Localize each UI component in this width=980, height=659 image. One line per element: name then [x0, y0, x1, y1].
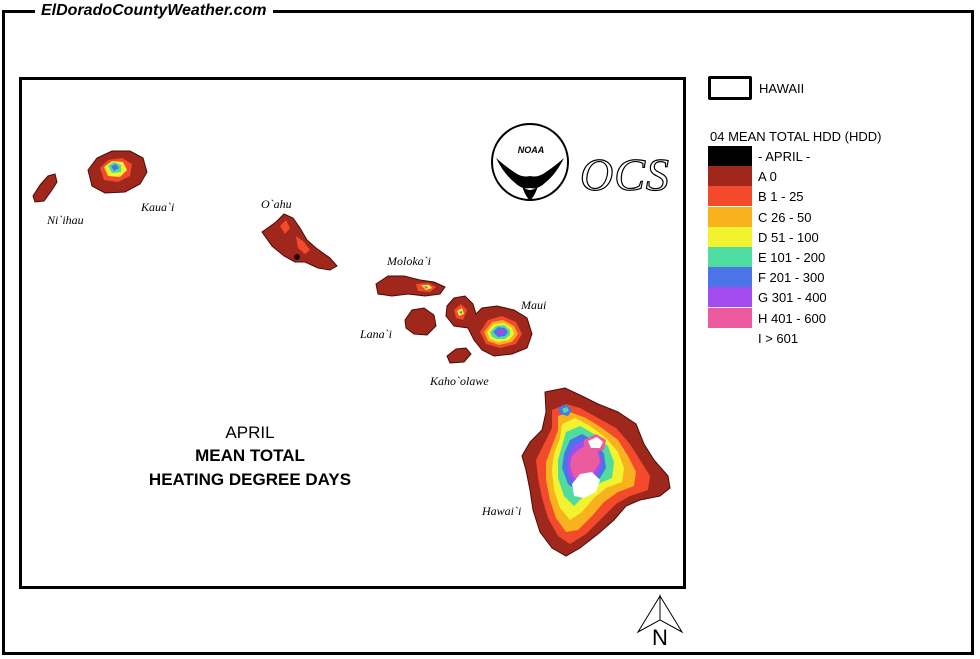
noaa-logo	[491, 123, 569, 201]
label-niihau: Ni`ihau	[47, 213, 84, 227]
island-kahoolawe	[446, 347, 472, 364]
legend-label: B 1 - 25	[758, 189, 804, 205]
legend-swatch	[708, 206, 752, 227]
legend-boundary-swatch	[708, 76, 752, 100]
label-lanai: Lana`i	[360, 327, 393, 341]
ocs-logo: OCS	[579, 149, 670, 200]
outer-frame	[2, 10, 974, 655]
legend-swatch	[708, 226, 752, 247]
legend-label: E 101 - 200	[758, 249, 826, 265]
island-molokai	[375, 275, 446, 297]
legend-label: D 51 - 100	[758, 229, 819, 245]
legend-label: C 26 - 50	[758, 209, 812, 225]
legend-label: G 301 - 400	[758, 290, 827, 306]
label-molokai: Moloka`i	[387, 254, 431, 268]
legend-swatch	[708, 166, 752, 187]
legend-boundary-label: HAWAII	[759, 81, 805, 96]
label-kauai: Kaua`i	[141, 200, 175, 214]
label-hawaii: Hawai`i	[482, 504, 522, 518]
legend-label: H 401 - 600	[758, 310, 826, 326]
map-title-line1: MEAN TOTAL	[195, 446, 305, 465]
island-oahu	[261, 213, 338, 271]
map-frame	[19, 77, 686, 589]
island-niihau	[32, 173, 58, 203]
legend-label: I > 601	[758, 330, 799, 346]
island-lanai	[404, 307, 437, 336]
label-kahoolawe: Kaho`olawe	[430, 374, 489, 388]
legend-label: - APRIL -	[758, 149, 811, 164]
legend-swatch	[708, 186, 752, 207]
map-title-line2: HEATING DEGREE DAYS	[148, 470, 352, 489]
island-hawaii	[521, 387, 671, 557]
legend-swatch	[708, 146, 752, 166]
north-arrow	[636, 594, 684, 634]
legend-label: F 201 - 300	[758, 270, 825, 286]
island-kauai	[87, 150, 148, 194]
label-maui: Maui	[521, 298, 547, 312]
island-maui	[445, 295, 533, 357]
legend-swatch	[708, 327, 752, 348]
north-label: N	[652, 625, 668, 650]
legend-swatch	[708, 307, 752, 328]
noaa-logo-text: NOAA	[517, 145, 545, 155]
site-title[interactable]: ElDoradoCountyWeather.com	[35, 2, 273, 20]
legend-swatch	[708, 267, 752, 288]
legend-swatch	[708, 287, 752, 308]
label-oahu: O`ahu	[261, 197, 292, 211]
legend-label: A 0	[758, 169, 777, 185]
map-title-month: APRIL	[225, 423, 275, 442]
legend-title: 04 MEAN TOTAL HDD (HDD)	[710, 129, 882, 144]
legend-swatch	[708, 246, 752, 267]
